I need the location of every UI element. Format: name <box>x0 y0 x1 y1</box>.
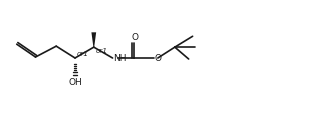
Text: or1: or1 <box>96 48 108 54</box>
Text: NH: NH <box>113 53 126 63</box>
Text: or1: or1 <box>77 51 89 57</box>
Text: O: O <box>155 53 162 63</box>
Text: O: O <box>132 33 139 42</box>
Text: OH: OH <box>68 78 82 87</box>
Polygon shape <box>92 32 96 47</box>
